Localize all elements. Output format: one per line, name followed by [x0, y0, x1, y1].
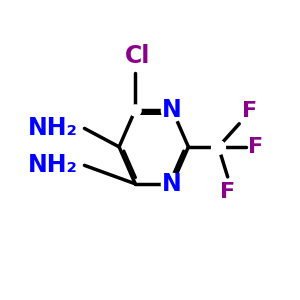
Text: F: F [242, 101, 257, 122]
Text: F: F [220, 182, 235, 202]
Text: Cl: Cl [125, 44, 150, 68]
Text: NH₂: NH₂ [28, 153, 77, 177]
Text: NH₂: NH₂ [28, 116, 77, 140]
Text: N: N [162, 172, 182, 196]
Text: F: F [248, 137, 264, 157]
Text: N: N [162, 98, 182, 122]
